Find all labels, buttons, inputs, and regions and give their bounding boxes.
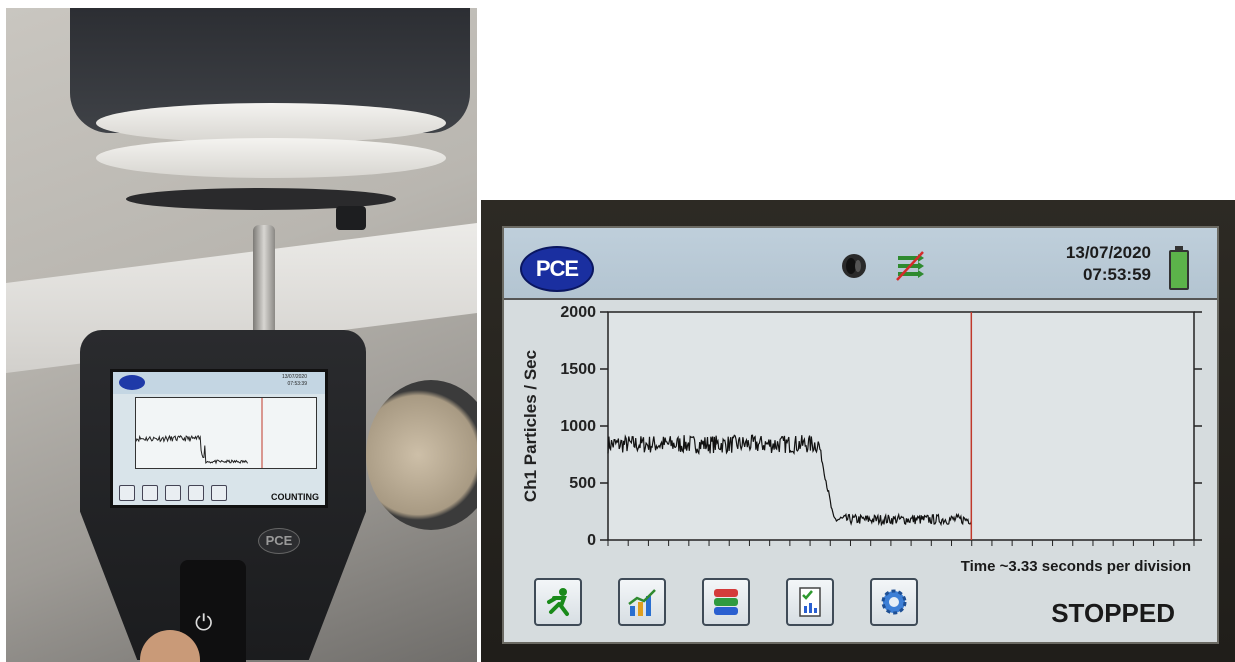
mini-header: 13/07/2020 07:53:39	[113, 372, 325, 394]
bottom-toolbar	[534, 578, 954, 632]
datetime: 13/07/2020 07:53:59	[1066, 242, 1151, 286]
x-axis-label: Time ~3.33 seconds per division	[960, 558, 1191, 575]
status-text: STOPPED	[1051, 598, 1175, 628]
data-button[interactable]	[702, 578, 750, 626]
database-icon	[714, 589, 738, 615]
power-icon: ⏻	[195, 610, 213, 635]
air-purifier-ring	[96, 138, 446, 178]
air-purifier-vent	[126, 188, 396, 210]
graph-button[interactable]	[618, 578, 666, 626]
device-logo: PCE	[258, 528, 300, 554]
pce-logo-icon	[119, 375, 145, 390]
y-tick-label: 1500	[560, 361, 596, 378]
channels-disabled-icon[interactable]	[894, 250, 926, 282]
mini-run-icon	[119, 485, 135, 501]
series-trace	[607, 434, 972, 527]
pce-logo: PCE	[520, 246, 594, 292]
mini-report-icon	[188, 485, 204, 501]
mini-graph-icon	[142, 485, 158, 501]
report-button[interactable]	[786, 578, 834, 626]
mini-data-icon	[165, 485, 181, 501]
trend-chart-icon	[628, 589, 656, 616]
mini-trace	[135, 398, 263, 468]
running-man-icon	[547, 588, 569, 616]
mini-plot	[135, 397, 317, 469]
screen-header: PCE 13/07/2020 07:53:59	[504, 228, 1217, 300]
y-tick-label: 2000	[560, 304, 596, 321]
robot-vacuum	[366, 380, 477, 530]
y-tick-label: 0	[587, 532, 596, 549]
battery-full-icon	[1169, 246, 1189, 290]
y-tick-label: 1000	[560, 418, 596, 435]
air-purifier-switch	[336, 206, 366, 230]
mini-gear-icon	[211, 485, 227, 501]
air-purifier-ring	[96, 103, 446, 143]
mini-toolbar	[119, 485, 239, 501]
plot-area	[607, 311, 1195, 541]
mini-status: COUNTING	[271, 492, 319, 502]
settings-button[interactable]	[870, 578, 918, 626]
speaker-icon[interactable]	[840, 252, 868, 280]
gear-icon	[881, 589, 907, 615]
sampling-probe	[253, 225, 275, 345]
device-photo	[6, 8, 477, 662]
report-icon	[799, 587, 821, 617]
device-mini-screen: 13/07/2020 07:53:39 COUNTING	[110, 369, 328, 508]
lcd-screen: PCE 13/07/2020 07:53:59 0 500 1000 1500 2000…	[502, 226, 1219, 644]
time-text: 07:53:59	[1082, 265, 1151, 284]
particle-chart: 0 500 1000 1500 2000 Ch1 Particles / Sec	[521, 304, 1202, 549]
y-axis-label: Ch1 Particles / Sec	[521, 350, 540, 502]
date-text: 13/07/2020	[1065, 243, 1151, 262]
mini-datetime: 13/07/2020 07:53:39	[281, 374, 307, 387]
run-button[interactable]	[534, 578, 582, 626]
y-tick-label: 500	[569, 475, 596, 492]
